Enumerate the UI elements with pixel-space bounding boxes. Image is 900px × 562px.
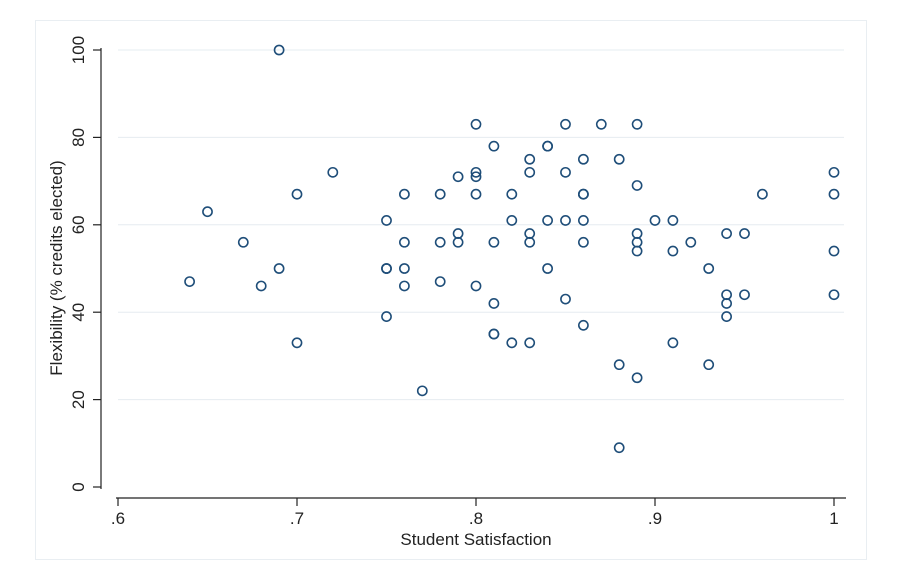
data-point xyxy=(631,236,643,248)
data-point xyxy=(506,215,518,226)
x-tick-label: .7 xyxy=(290,509,304,528)
data-point xyxy=(398,236,410,248)
data-point xyxy=(434,188,446,200)
data-point xyxy=(381,311,392,322)
data-point xyxy=(470,166,482,178)
data-point xyxy=(470,280,482,292)
y-tick-label: 100 xyxy=(69,36,88,64)
data-point xyxy=(649,215,661,226)
data-point xyxy=(613,153,625,165)
data-point xyxy=(578,188,589,200)
data-point xyxy=(237,236,249,248)
data-point xyxy=(255,280,267,292)
data-point xyxy=(273,44,285,56)
data-point xyxy=(578,236,589,248)
data-point xyxy=(524,337,536,349)
data-point xyxy=(470,188,482,200)
y-tick-label: 40 xyxy=(69,303,88,322)
data-point xyxy=(452,171,464,183)
data-points xyxy=(184,44,840,454)
x-axis-title: Student Satisfaction xyxy=(400,530,551,549)
data-point xyxy=(703,359,715,371)
y-tick-label: 0 xyxy=(69,482,88,491)
data-point xyxy=(470,171,482,183)
data-point xyxy=(327,166,339,178)
data-point xyxy=(273,263,285,274)
data-point xyxy=(488,328,500,340)
data-point xyxy=(685,236,697,248)
data-point xyxy=(488,236,500,248)
data-point xyxy=(739,289,750,301)
data-point xyxy=(506,188,518,200)
data-point xyxy=(202,206,213,218)
y-tick-label: 60 xyxy=(69,215,88,234)
data-point xyxy=(721,228,732,239)
data-point xyxy=(828,188,840,200)
data-point xyxy=(524,166,536,178)
data-point xyxy=(578,319,589,331)
data-point xyxy=(560,118,571,130)
data-point xyxy=(381,215,392,226)
data-point xyxy=(578,215,589,226)
y-tick-label: 20 xyxy=(69,390,88,409)
data-point xyxy=(560,293,571,305)
data-point xyxy=(703,263,715,274)
data-point xyxy=(452,228,464,239)
data-point xyxy=(398,263,410,274)
data-point xyxy=(506,337,518,349)
data-point xyxy=(667,245,679,257)
data-point xyxy=(631,372,643,384)
data-point xyxy=(631,180,643,191)
data-point xyxy=(542,215,553,226)
data-point xyxy=(488,298,500,309)
data-point xyxy=(667,215,679,226)
data-point xyxy=(560,166,571,178)
data-point xyxy=(721,289,732,301)
x-tick-label: 1 xyxy=(829,509,838,528)
data-point xyxy=(721,298,732,309)
data-point xyxy=(291,337,303,349)
data-point xyxy=(434,276,446,288)
data-point xyxy=(381,263,392,274)
data-point xyxy=(578,153,589,165)
data-point xyxy=(757,188,768,200)
data-point xyxy=(595,118,607,130)
data-point xyxy=(434,236,446,248)
data-point xyxy=(828,245,840,257)
data-point xyxy=(721,311,732,322)
data-point xyxy=(542,263,553,274)
data-point xyxy=(524,236,536,248)
gridlines xyxy=(118,49,844,401)
data-point xyxy=(828,289,840,301)
data-point xyxy=(542,140,553,152)
data-point xyxy=(739,228,750,239)
data-point xyxy=(488,140,500,152)
data-point xyxy=(631,118,643,130)
y-tick-label: 80 xyxy=(69,128,88,147)
data-point xyxy=(524,153,536,165)
y-axis-title: Flexibility (% credits elected) xyxy=(47,160,66,375)
data-point xyxy=(416,385,428,397)
data-point xyxy=(291,188,303,200)
data-point xyxy=(667,337,679,349)
data-point xyxy=(398,188,410,200)
data-point xyxy=(828,166,840,178)
data-point xyxy=(398,280,410,292)
data-point xyxy=(613,442,625,454)
data-point xyxy=(631,245,643,257)
data-point xyxy=(613,359,625,371)
data-point xyxy=(560,215,571,226)
x-tick-label: .6 xyxy=(111,509,125,528)
data-point xyxy=(631,228,643,239)
data-point xyxy=(452,236,464,248)
axes: 0 20 40 60 80 100 .6 .7 .8 .9 1 xyxy=(69,36,846,528)
x-tick-label: .9 xyxy=(648,509,662,528)
data-point xyxy=(524,228,536,239)
x-tick-label: .8 xyxy=(469,509,483,528)
data-point xyxy=(184,276,195,288)
data-point xyxy=(470,118,482,130)
